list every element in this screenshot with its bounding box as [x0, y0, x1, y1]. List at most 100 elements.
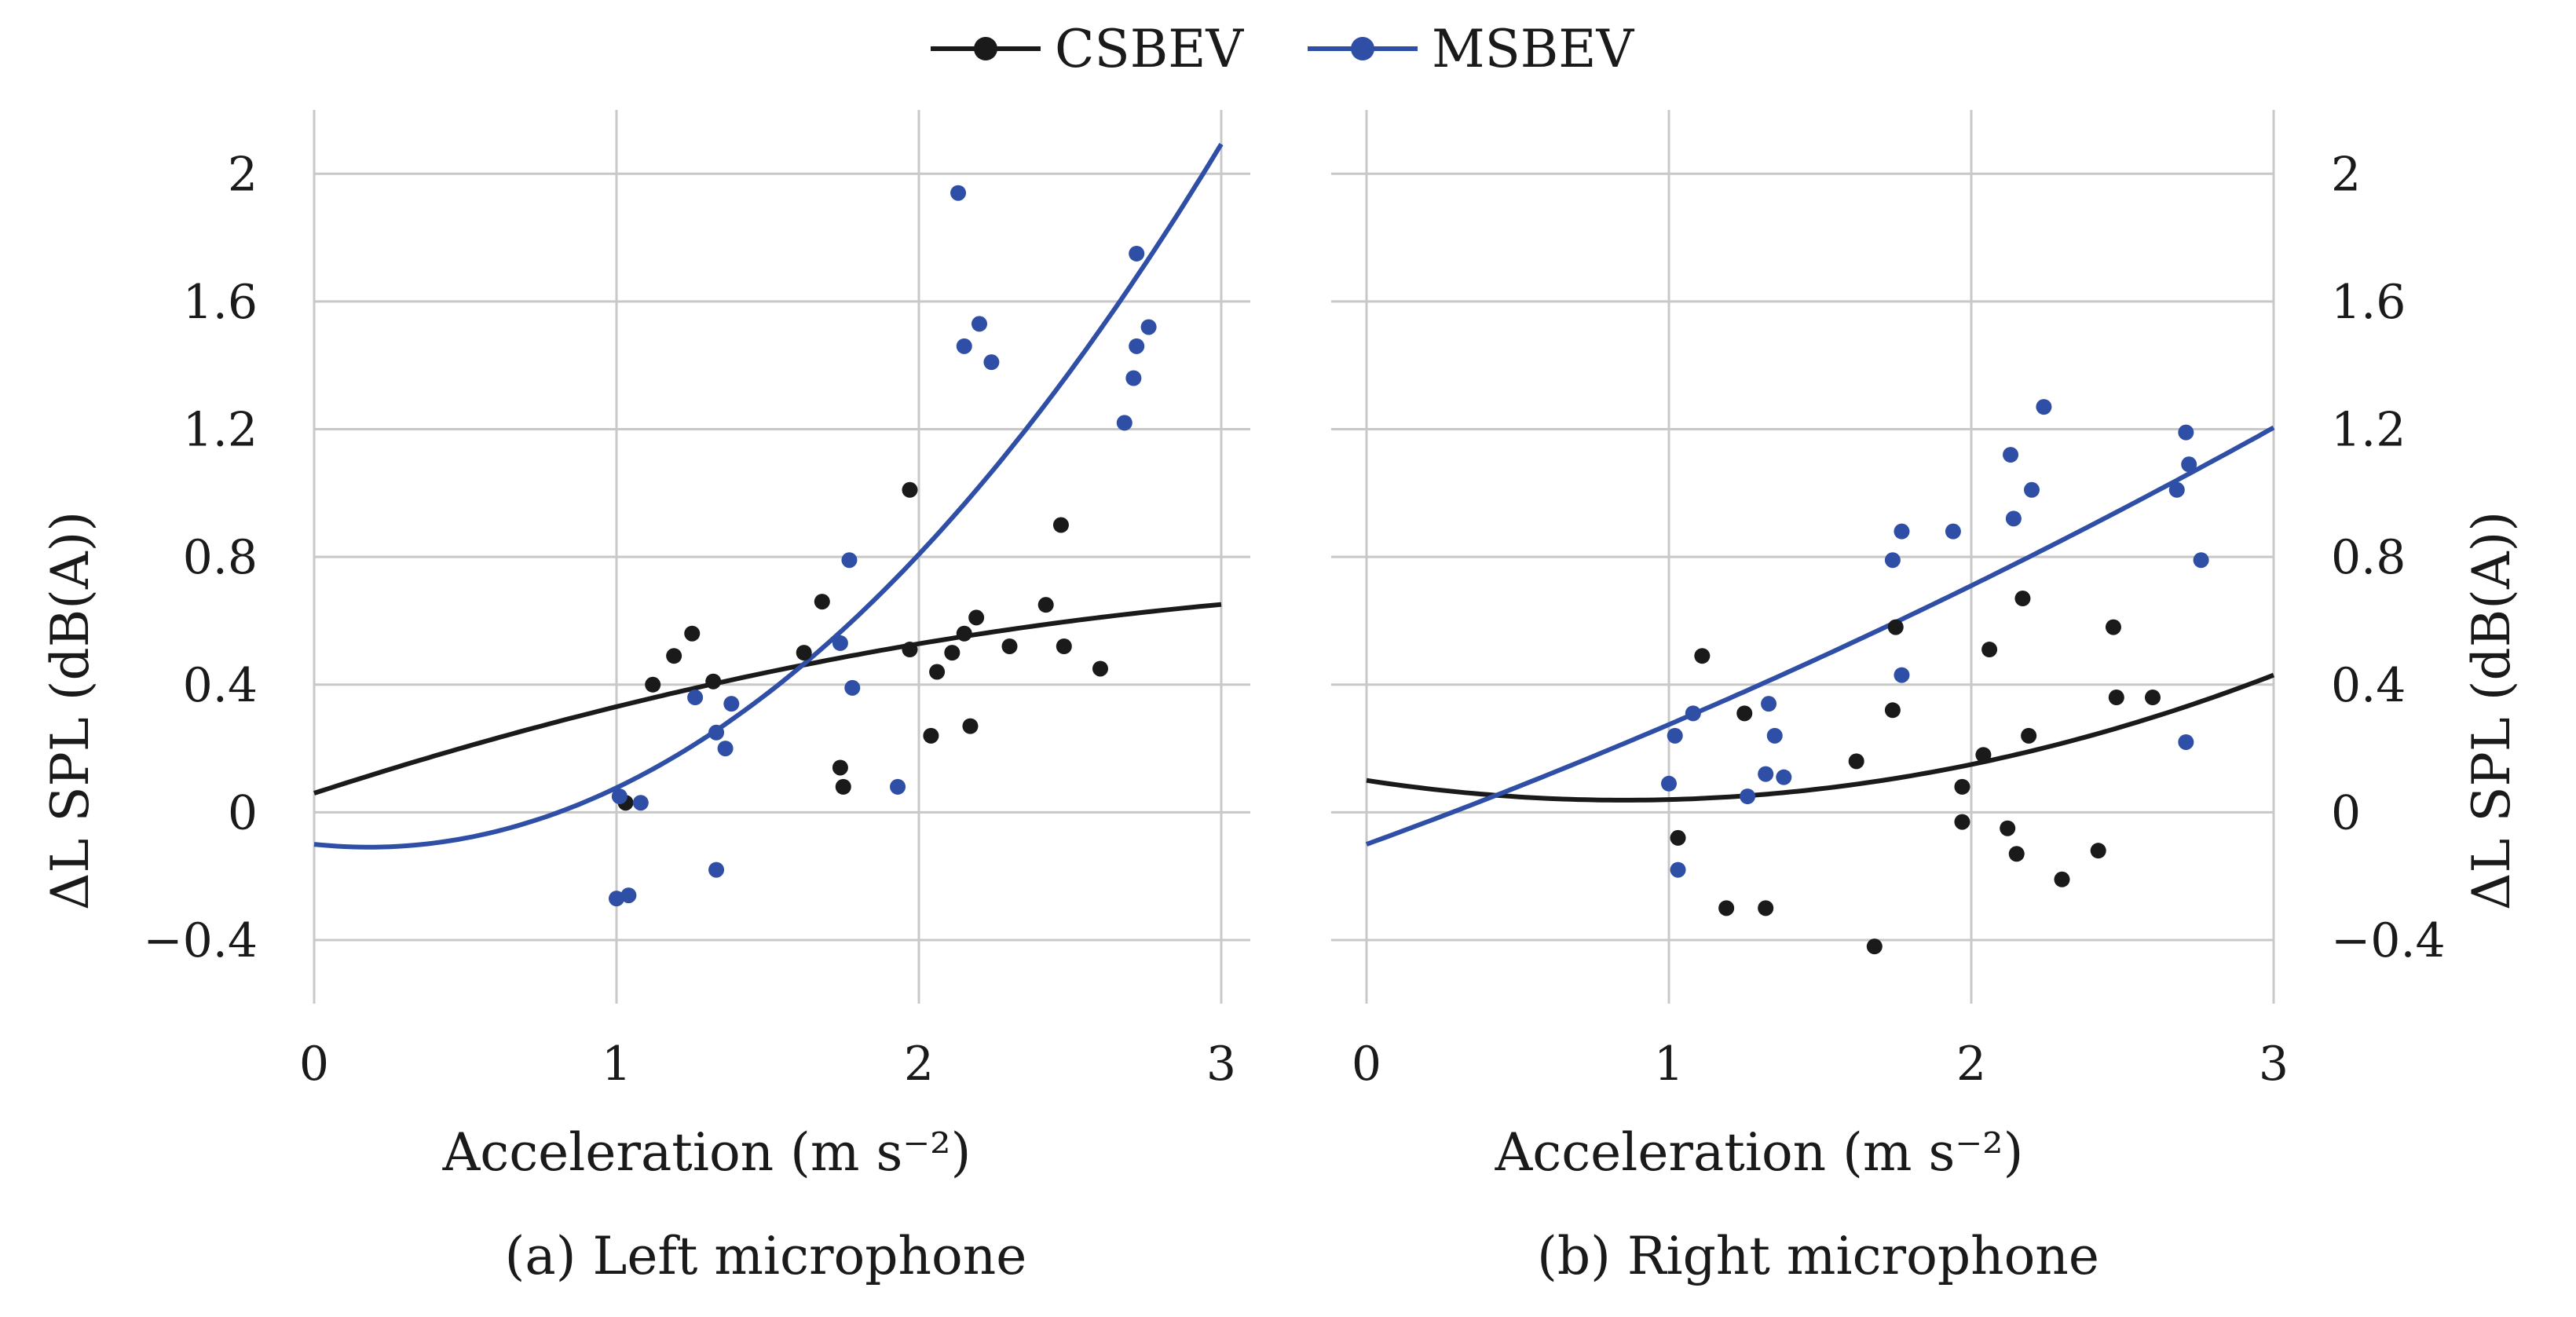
point-csbev-right-1 [1694, 648, 1711, 664]
y-tick-label-right-5: 1.6 [2331, 275, 2406, 330]
grid-right [1331, 110, 2275, 1004]
point-msbev-right-16 [2036, 399, 2052, 415]
point-csbev-left-17 [1001, 638, 1018, 654]
point-csbev-left-19 [1052, 517, 1069, 533]
point-csbev-right-0 [1670, 829, 1686, 846]
point-msbev-right-6 [1761, 696, 1777, 712]
point-msbev-right-17 [2168, 481, 2185, 498]
y-tick-label-left-2: 0.4 [183, 658, 258, 713]
point-csbev-right-19 [2105, 619, 2121, 635]
point-csbev-right-10 [1954, 814, 1970, 830]
point-csbev-right-14 [2008, 846, 2025, 862]
legend: CSBEV MSBEV [931, 19, 1634, 79]
point-msbev-left-19 [1129, 338, 1145, 354]
point-msbev-left-5 [708, 724, 725, 741]
y-tick-label-right-3: 0.8 [2331, 530, 2406, 585]
y-tick-label-right-2: 0.4 [2331, 658, 2406, 713]
point-msbev-right-0 [1661, 775, 1677, 792]
y-tick-label-left-5: 1.6 [183, 275, 258, 330]
point-csbev-right-2 [1718, 900, 1735, 916]
fit-line-csbev-right [1366, 672, 2275, 803]
fit-lines-left [313, 142, 1224, 850]
x-tick-label-right-1: 1 [1654, 1037, 1684, 1092]
x-axis-label-left: Acceleration (m s⁻²) [442, 1122, 971, 1183]
point-msbev-right-10 [1894, 523, 1910, 540]
points-left [609, 185, 1157, 907]
y-axis-label-left: ΔL SPL (dB(A)) [40, 511, 101, 910]
point-csbev-left-13 [944, 645, 961, 661]
point-csbev-left-3 [684, 625, 701, 642]
point-csbev-right-5 [1848, 753, 1864, 770]
legend-item-csbev: CSBEV [931, 19, 1244, 79]
x-tick-label-right-2: 2 [1956, 1037, 1986, 1092]
point-csbev-right-16 [2021, 727, 2037, 744]
x-tick-label-left-1: 1 [602, 1037, 631, 1092]
y-tick-label-right-1: 0 [2331, 785, 2361, 840]
point-msbev-right-15 [2024, 481, 2040, 498]
point-msbev-left-20 [1129, 245, 1145, 262]
point-csbev-right-9 [1954, 778, 1970, 795]
x-axis-label-right: Acceleration (m s⁻²) [1495, 1122, 2024, 1183]
point-csbev-right-17 [2054, 871, 2070, 887]
point-msbev-left-17 [1116, 415, 1132, 431]
point-msbev-right-13 [2003, 447, 2019, 463]
point-csbev-right-4 [1758, 900, 1774, 916]
point-msbev-left-4 [687, 690, 704, 706]
y-axis-label-right: ΔL SPL (dB(A)) [2461, 511, 2522, 910]
x-tick-label-right-3: 3 [2259, 1037, 2289, 1092]
panel-left: −0.4 0 0.4 0.8 1.2 1.6 2 0 1 2 3 Acceleration (m … [40, 110, 1250, 1286]
point-msbev-left-9 [832, 635, 848, 651]
points-right [1661, 399, 2209, 955]
point-csbev-right-3 [1736, 705, 1753, 722]
point-msbev-right-1 [1667, 727, 1683, 744]
point-msbev-right-18 [2178, 424, 2194, 441]
point-msbev-left-0 [609, 891, 624, 907]
point-csbev-right-20 [2108, 690, 2124, 706]
point-msbev-left-2 [611, 788, 628, 805]
y-tick-label-right-4: 1.2 [2331, 403, 2406, 458]
x-ticks-left: 0 1 2 3 [299, 1037, 1236, 1092]
point-msbev-right-7 [1766, 727, 1783, 744]
point-msbev-right-3 [1685, 705, 1701, 722]
point-msbev-left-11 [844, 679, 861, 696]
y-tick-label-left-6: 2 [228, 147, 258, 202]
point-msbev-left-14 [956, 338, 972, 354]
point-csbev-right-15 [2014, 591, 2031, 607]
point-csbev-left-12 [929, 664, 946, 680]
point-msbev-left-15 [971, 316, 987, 332]
point-msbev-left-7 [717, 741, 734, 757]
point-csbev-left-21 [1092, 660, 1108, 677]
point-csbev-right-11 [1975, 747, 1992, 763]
point-msbev-right-12 [1945, 523, 1961, 540]
point-msbev-left-12 [890, 778, 906, 795]
point-msbev-left-8 [723, 696, 740, 712]
point-msbev-right-11 [1894, 667, 1910, 683]
point-csbev-right-6 [1866, 938, 1883, 955]
point-csbev-left-18 [1037, 597, 1054, 613]
y-tick-label-left-1: 0 [228, 785, 258, 840]
point-msbev-left-6 [708, 862, 725, 878]
point-csbev-left-11 [923, 727, 939, 744]
point-msbev-left-13 [950, 185, 967, 201]
point-csbev-left-15 [962, 718, 979, 734]
legend-marker-csbev [974, 37, 997, 60]
point-msbev-right-2 [1670, 862, 1686, 878]
y-tick-label-left-4: 1.2 [183, 403, 258, 458]
y-tick-label-right-6: 2 [2331, 147, 2361, 202]
point-csbev-left-4 [705, 673, 722, 690]
x-tick-label-left-2: 2 [904, 1037, 934, 1092]
x-tick-label-right-0: 0 [1352, 1037, 1381, 1092]
y-tick-label-left-0: −0.4 [143, 913, 258, 968]
legend-label-csbev: CSBEV [1055, 19, 1244, 79]
point-csbev-left-6 [814, 594, 830, 610]
point-csbev-right-8 [1887, 619, 1904, 635]
point-msbev-right-8 [1776, 769, 1792, 785]
fit-line-msbev-right [1365, 425, 2275, 847]
caption-left: (a) Left microphone [505, 1226, 1027, 1286]
point-msbev-right-4 [1740, 788, 1756, 805]
fit-line-csbev-left [313, 602, 1222, 796]
point-csbev-left-10 [902, 481, 918, 498]
point-msbev-left-3 [632, 795, 649, 811]
grid-left [313, 110, 1250, 1004]
